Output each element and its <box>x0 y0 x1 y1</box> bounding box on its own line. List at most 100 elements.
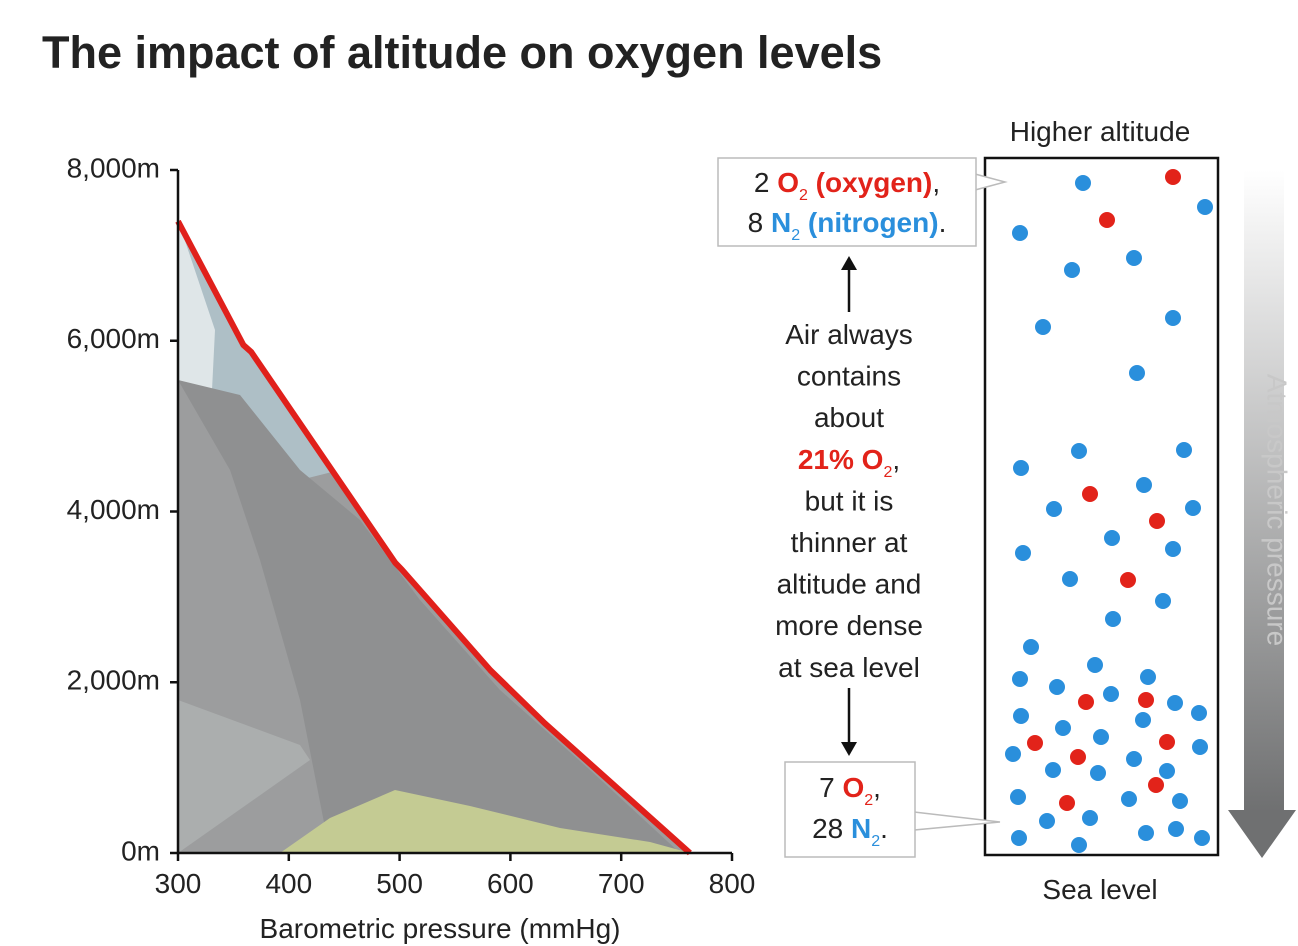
y-tick-label: 0m <box>121 835 160 866</box>
text-run: altitude and <box>777 569 922 600</box>
nitrogen-dot <box>1155 593 1171 609</box>
note-line: altitude and <box>777 569 922 600</box>
bottom-label: Sea level <box>1042 874 1157 905</box>
meadow <box>280 790 690 853</box>
text-run: (oxygen) <box>808 167 932 198</box>
nitrogen-dot <box>1194 830 1210 846</box>
oxygen-dot <box>1159 734 1175 750</box>
text-run: more dense <box>775 610 923 641</box>
oxygen-dot <box>1138 692 1154 708</box>
title: The impact of altitude on oxygen levels <box>42 27 882 78</box>
text-run: O <box>777 167 799 198</box>
ridge <box>178 380 680 853</box>
bottom-callout-line: 28 N2. <box>812 813 888 850</box>
nitrogen-dot <box>1138 825 1154 841</box>
nitrogen-dot <box>1012 671 1028 687</box>
diagram-texts: 2 O2 (oxygen),8 N2 (nitrogen).Air always… <box>748 167 947 850</box>
text-run: 2 <box>791 227 800 244</box>
nitrogen-dot <box>1172 793 1188 809</box>
note-line: at sea level <box>778 652 920 683</box>
text-run: 2 <box>799 187 808 204</box>
x-tick-label: 400 <box>265 868 312 899</box>
oxygen-dot <box>1027 735 1043 751</box>
nitrogen-dot <box>1062 571 1078 587</box>
text-run: 2 <box>883 464 892 481</box>
x-tick-label: 500 <box>376 868 423 899</box>
nitrogen-dot <box>1012 225 1028 241</box>
x-tick-label: 300 <box>155 868 202 899</box>
text-run: contains <box>797 361 901 392</box>
nitrogen-dot <box>1121 791 1137 807</box>
nitrogen-dot <box>1176 442 1192 458</box>
nitrogen-dot <box>1135 712 1151 728</box>
oxygen-dot <box>1099 212 1115 228</box>
nitrogen-dot <box>1126 250 1142 266</box>
text-run: N <box>851 813 871 844</box>
x-tick-label: 800 <box>709 868 756 899</box>
text-run: 8 <box>748 207 771 238</box>
nitrogen-dot <box>1013 708 1029 724</box>
nitrogen-dot <box>1136 477 1152 493</box>
y-tick-label: 2,000m <box>67 665 160 696</box>
nitrogen-dot <box>1005 746 1021 762</box>
text-run: O <box>842 772 864 803</box>
arrow-down-head <box>841 742 857 756</box>
note-line: thinner at <box>791 527 908 558</box>
top-label: Higher altitude <box>1010 116 1191 147</box>
nitrogen-dot <box>1129 365 1145 381</box>
nitrogen-dot <box>1093 729 1109 745</box>
pressure-arrow-shaft <box>1244 170 1284 812</box>
nitrogen-molecules <box>1005 175 1213 853</box>
note-line: 21% O2, <box>798 444 900 481</box>
nitrogen-dot <box>1185 500 1201 516</box>
text-run: . <box>939 207 947 238</box>
nitrogen-dot <box>1049 679 1065 695</box>
note-line: but it is <box>805 485 894 516</box>
nitrogen-dot <box>1165 310 1181 326</box>
text-run: about <box>814 402 884 433</box>
text-run: 28 <box>812 813 851 844</box>
nitrogen-dot <box>1197 199 1213 215</box>
oxygen-molecules <box>1027 169 1181 811</box>
oxygen-dot <box>1070 749 1086 765</box>
nitrogen-dot <box>1104 530 1120 546</box>
note-line: more dense <box>775 610 923 641</box>
nitrogen-dot <box>1064 262 1080 278</box>
arrow-up-head <box>841 256 857 270</box>
text-run: 21% O <box>798 444 884 475</box>
nitrogen-dot <box>1087 657 1103 673</box>
nitrogen-dot <box>1165 541 1181 557</box>
top-callout-box <box>717 157 977 247</box>
top-callout-line: 8 N2 (nitrogen). <box>748 207 947 244</box>
altitude-line <box>175 219 692 856</box>
bottom-callout-box <box>784 761 916 858</box>
nitrogen-dot <box>1082 810 1098 826</box>
molecules <box>1005 169 1213 853</box>
oxygen-dot <box>1120 572 1136 588</box>
nitrogen-dot <box>1023 639 1039 655</box>
x-axis-label: Barometric pressure (mmHg) <box>260 913 621 944</box>
note-line: Air always <box>785 319 913 350</box>
text-run: 2 <box>754 167 777 198</box>
nitrogen-dot <box>1010 789 1026 805</box>
nitrogen-dot <box>1046 501 1062 517</box>
note-line: about <box>814 402 884 433</box>
y-tick-label: 8,000m <box>67 152 160 183</box>
text-run: 2 <box>864 792 873 809</box>
nitrogen-dot <box>1103 686 1119 702</box>
text-run: but it is <box>805 485 894 516</box>
bottom-callout-line: 7 O2, <box>819 772 881 809</box>
nitrogen-dot <box>1105 611 1121 627</box>
nitrogen-dot <box>1090 765 1106 781</box>
nitrogen-dot <box>1140 669 1156 685</box>
text-run: at sea level <box>778 652 920 683</box>
text-run: 2 <box>871 833 880 850</box>
text-run: . <box>880 813 888 844</box>
oxygen-dot <box>1082 486 1098 502</box>
x-tick-label: 600 <box>487 868 534 899</box>
snow <box>178 221 215 390</box>
nitrogen-dot <box>1192 739 1208 755</box>
nitrogen-dot <box>1126 751 1142 767</box>
